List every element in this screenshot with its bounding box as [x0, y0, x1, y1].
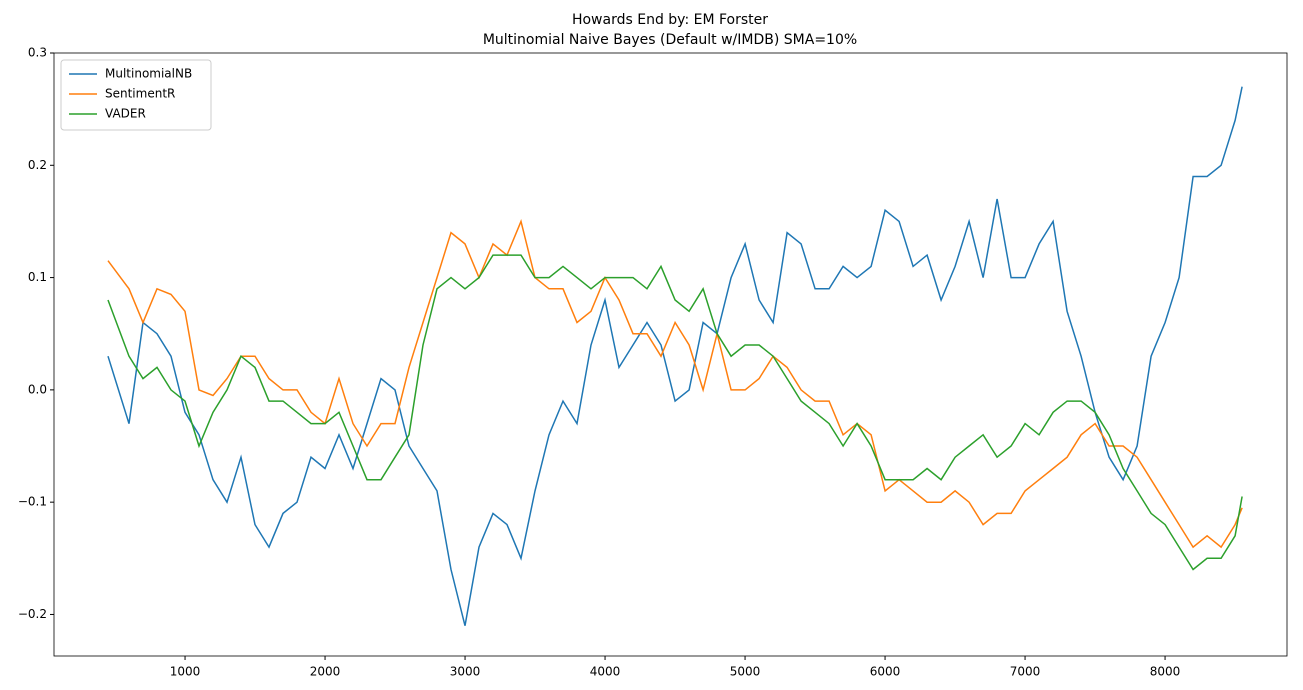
- chart-title: Howards End by: EM Forster: [572, 12, 768, 28]
- x-tick-label: 6000: [870, 665, 901, 679]
- y-tick-label: 0.0: [28, 382, 47, 396]
- y-tick-label: 0.1: [28, 270, 47, 284]
- y-tick-label: −0.1: [18, 495, 47, 509]
- x-tick-label: 5000: [730, 665, 761, 679]
- x-tick-label: 1000: [170, 665, 201, 679]
- y-tick-label: 0.3: [28, 46, 47, 60]
- y-tick-label: −0.2: [18, 607, 47, 621]
- legend-label: MultinomialNB: [105, 67, 192, 81]
- legend-box: [60, 59, 212, 131]
- x-tick-label: 2000: [310, 665, 341, 679]
- x-tick-label: 7000: [1010, 665, 1041, 679]
- plot-frame: [53, 52, 1288, 657]
- x-tick-label: 8000: [1150, 665, 1181, 679]
- y-tick-label: 0.2: [28, 158, 47, 172]
- legend-label: VADER: [105, 107, 146, 121]
- x-tick-label: 4000: [590, 665, 621, 679]
- chart-subtitle: Multinomial Naive Bayes (Default w/IMDB)…: [483, 32, 857, 48]
- x-tick-label: 3000: [450, 665, 481, 679]
- series-line: [107, 86, 1243, 626]
- legend-label: SentimentR: [105, 87, 175, 101]
- series-line: [107, 219, 1243, 549]
- series-line: [107, 254, 1243, 571]
